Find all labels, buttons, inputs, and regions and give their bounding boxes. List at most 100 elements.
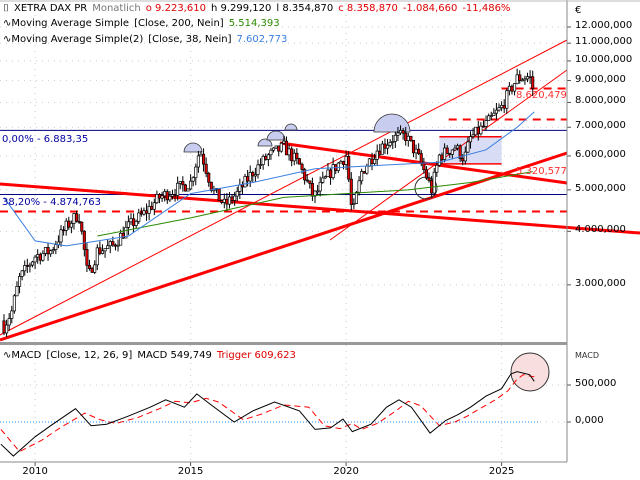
price-tick-label: 9.000,000 (575, 73, 626, 85)
symbol-icon: ⌷ (3, 3, 9, 14)
candle-body (354, 191, 359, 204)
candle-body (523, 78, 527, 81)
candle-body (326, 169, 330, 177)
candle-body (518, 74, 522, 81)
panel-frames (0, 0, 640, 466)
ma38-line (3, 111, 535, 247)
candle-body (303, 169, 307, 181)
candle-body (178, 181, 182, 184)
candle-body (471, 134, 475, 137)
currency-label: € (575, 5, 582, 16)
candle-body (235, 191, 239, 197)
candle-body (362, 171, 366, 174)
candle-body (282, 140, 286, 144)
candle-body (424, 169, 428, 179)
candle-body (300, 163, 304, 170)
candle-body (69, 223, 73, 228)
candle-body (271, 147, 276, 151)
candle-body (165, 191, 169, 201)
trigger-line (0, 374, 535, 453)
candle-body (339, 161, 343, 164)
peak-semicircle (284, 123, 298, 131)
candle-body (59, 229, 63, 243)
candle-body (238, 184, 242, 192)
symbol-name: XETRA DAX PR (14, 3, 88, 14)
candle-body (463, 151, 467, 162)
candle-body (20, 270, 24, 277)
candle-body (15, 285, 19, 297)
candle-body (269, 149, 273, 156)
candle-body (80, 221, 84, 232)
candle-body (373, 159, 377, 164)
candle-body (139, 212, 143, 215)
candle-body (36, 254, 40, 258)
horizontal-levels (0, 87, 567, 213)
candle-body (513, 83, 517, 92)
indicator-wave-icon: ∿ (3, 34, 12, 45)
ma38-params: [Close, 38, Nein] (148, 34, 232, 45)
candle-body (445, 147, 449, 154)
candle-body (217, 188, 221, 201)
candle-body (189, 180, 193, 190)
candle-body (126, 221, 130, 228)
candle-body (132, 218, 136, 226)
candle-body (173, 194, 177, 196)
price-tick-label: 3.000,000 (575, 277, 626, 289)
candle-body (23, 265, 27, 272)
macd-axis-title: MACD (575, 351, 599, 360)
candle-body (196, 155, 200, 168)
ma200-label: Moving Average Simple (11, 18, 130, 29)
year-tick-label: 2025 (488, 466, 515, 477)
ma38-value: 7.602,773 (236, 34, 288, 45)
price-tick-label: 5.000,000 (575, 182, 626, 194)
candle-body (500, 105, 504, 108)
candle-body (51, 249, 55, 252)
interval: Monatlich (92, 3, 141, 14)
year-tick-label: 2020 (333, 466, 359, 477)
year-tick-label: 2015 (177, 466, 204, 477)
level-top-label: 8.620,479 (516, 90, 567, 101)
peak-semicircle (373, 113, 411, 133)
ma38-label: Moving Average Simple(2) (11, 34, 144, 45)
trigger-value: Trigger 609,623 (216, 350, 296, 361)
macd-tick-label: 0,000 (575, 415, 604, 426)
candle-body (144, 210, 149, 214)
candle-body (492, 112, 496, 116)
uptrend-line (0, 151, 568, 342)
candle-body (10, 310, 14, 319)
macd-label: MACD (11, 350, 42, 361)
candle-body (209, 181, 213, 191)
candle-body (287, 148, 291, 156)
candle-body (310, 183, 314, 197)
year-tick-label: 2010 (22, 466, 48, 477)
candle-body (404, 132, 408, 142)
candle-body (191, 177, 195, 182)
candle-body (479, 125, 483, 135)
candle-body (261, 156, 265, 165)
candle-body (85, 249, 89, 266)
candle-body (357, 180, 361, 193)
candle-body (284, 140, 289, 156)
candle-body (98, 247, 102, 254)
candles (2, 68, 535, 337)
ma200-value: 5.514,393 (228, 18, 280, 29)
candle-body (411, 139, 416, 154)
change-pct: -11,486% (462, 3, 511, 14)
candle-body (398, 130, 403, 134)
candle-body (152, 202, 156, 210)
peak-semicircle (257, 138, 273, 147)
candle-body (2, 320, 6, 334)
candle-body (336, 162, 340, 171)
candle-body (295, 152, 299, 160)
price-tick-label: 8.000,000 (575, 95, 626, 107)
candle-body (391, 141, 395, 143)
candle-body (129, 218, 133, 223)
candle-body (170, 194, 175, 197)
candle-body (103, 248, 107, 252)
candle-body (450, 149, 454, 155)
candle-body (318, 181, 322, 192)
macd-panel-lines (0, 371, 540, 457)
candle-body (202, 153, 206, 165)
candle-body (222, 198, 226, 203)
candle-body (251, 172, 255, 177)
